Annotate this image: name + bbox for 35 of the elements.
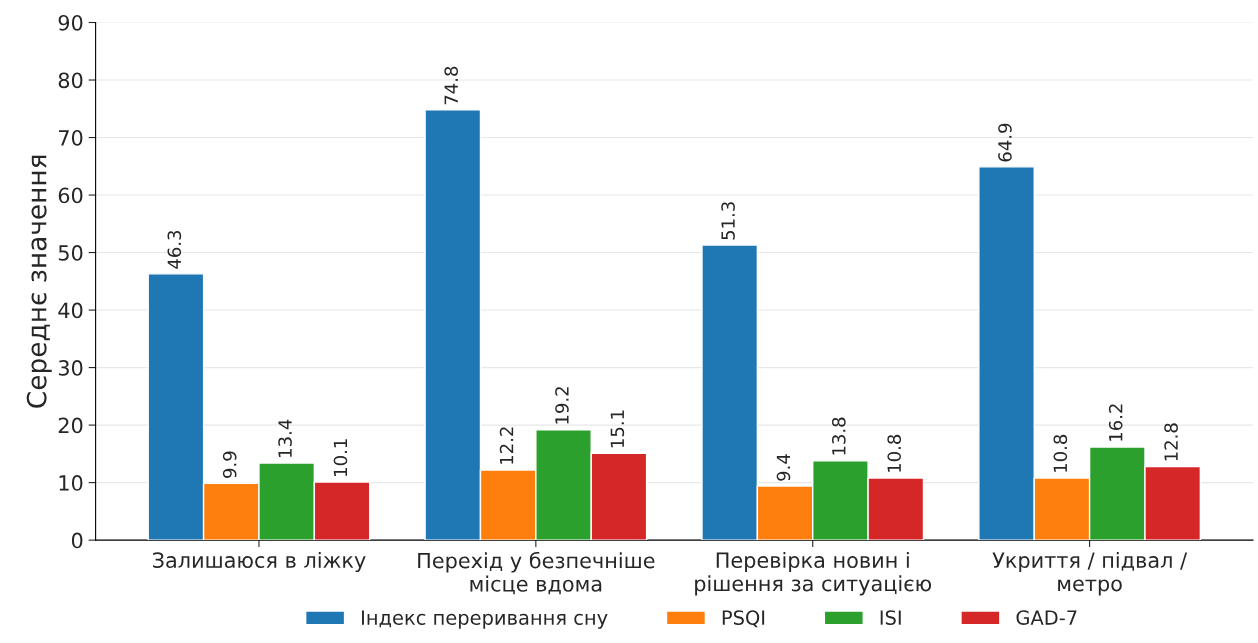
- y-tick-label: 50: [58, 245, 83, 261]
- y-tick-label: 30: [58, 360, 83, 376]
- data-label: 51.3: [721, 202, 735, 240]
- y-axis-title: Середнє значення: [26, 155, 52, 408]
- data-label: 13.4: [278, 419, 292, 457]
- data-label: 19.2: [555, 387, 569, 424]
- x-tick-label: Перехід у безпечніше місце вдома: [418, 551, 655, 595]
- y-tick-label: 60: [58, 187, 83, 204]
- data-label: 10.1: [333, 439, 348, 476]
- y-tick-label: 10: [59, 475, 83, 491]
- y-tick-label: 20: [58, 417, 83, 434]
- legend-label: GAD-7: [1016, 610, 1077, 625]
- data-label: 15.1: [610, 410, 625, 448]
- data-label: 64.9: [998, 123, 1012, 162]
- data-label: 12.2: [499, 427, 514, 464]
- y-tick-label: 40: [58, 302, 83, 319]
- data-label: 13.8: [832, 417, 846, 455]
- x-tick-label: Залишаюся в ліжку: [153, 551, 366, 573]
- data-label: 10.8: [1053, 434, 1068, 472]
- data-label: 9.9: [222, 451, 237, 478]
- data-label: 9.4: [776, 454, 791, 481]
- y-tick-label: 70: [59, 129, 83, 146]
- data-label: 12.8: [1164, 423, 1178, 461]
- data-label: 16.2: [1108, 404, 1123, 441]
- y-tick-label: 0: [71, 532, 83, 549]
- legend-label: Індекс переривання сну: [362, 610, 608, 629]
- data-label: 46.3: [167, 230, 182, 269]
- x-tick-label: Перевірка новин і рішення за ситуацією: [695, 551, 932, 596]
- y-tick-label: 80: [58, 72, 83, 89]
- legend-label: ISI: [880, 610, 901, 625]
- legend-label: PSQI: [722, 610, 765, 628]
- y-tick-label: 90: [58, 14, 83, 31]
- data-label: 74.8: [444, 66, 459, 105]
- data-label: 10.8: [887, 434, 902, 472]
- x-tick-label: Укриття / підвал / метро: [992, 551, 1188, 596]
